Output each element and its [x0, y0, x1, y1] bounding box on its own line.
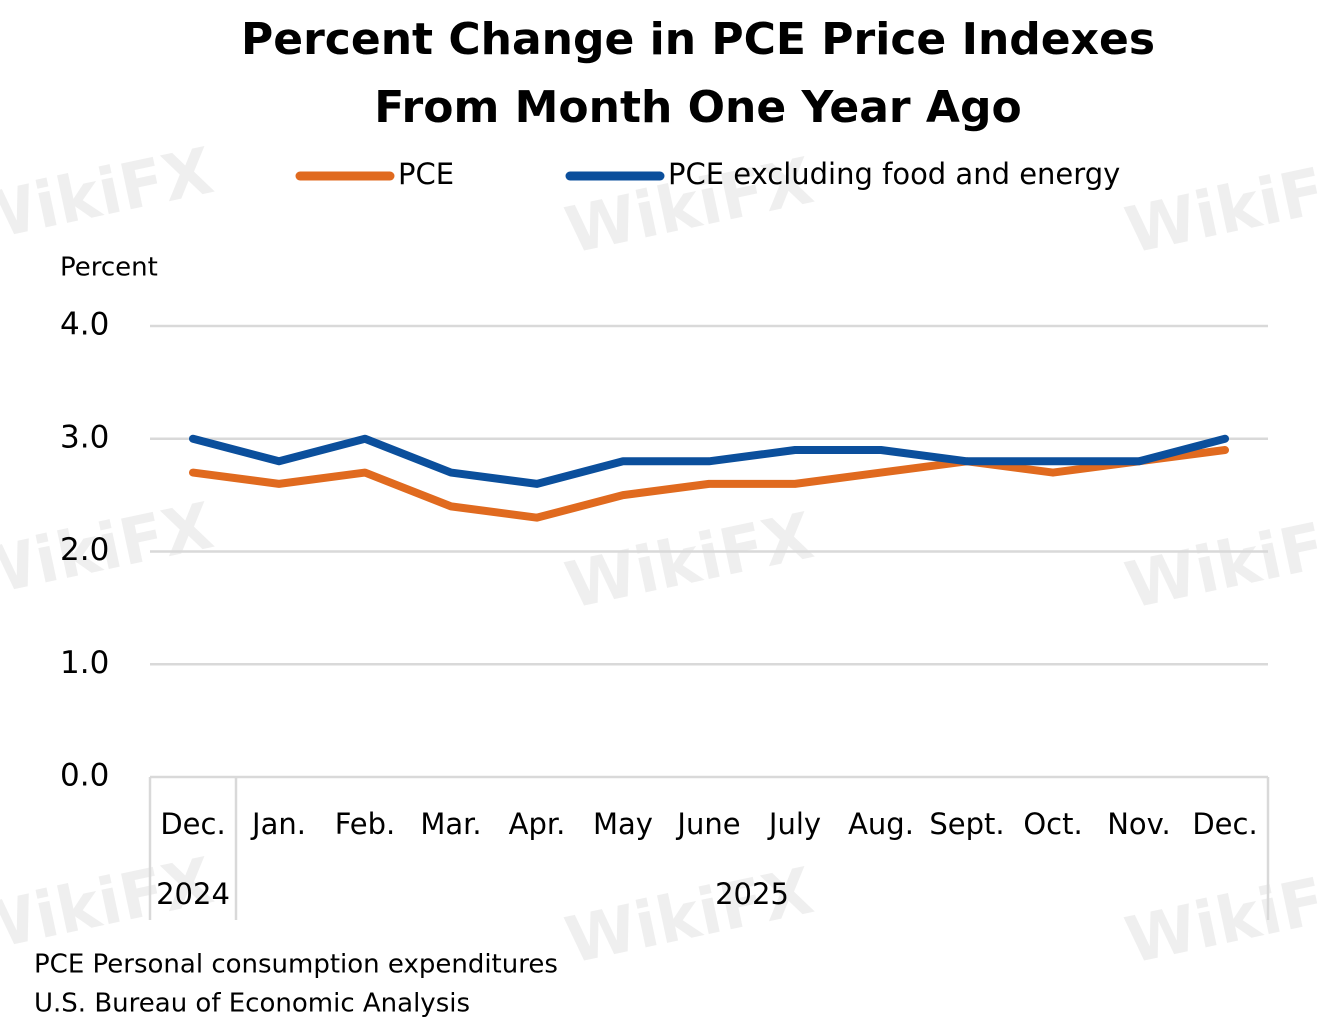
y-tick-label: 0.0: [60, 758, 109, 794]
x-tick-label: Sept.: [929, 807, 1004, 841]
legend-label: PCE: [398, 157, 454, 191]
y-tick-label: 1.0: [60, 645, 109, 681]
x-group-label: 2025: [715, 877, 789, 911]
x-tick-label: Dec.: [1192, 807, 1257, 841]
legend-label: PCE excluding food and energy: [668, 157, 1120, 191]
y-axis-label: Percent: [60, 253, 158, 283]
x-tick-label: Jan.: [250, 807, 306, 841]
x-tick-label: Aug.: [848, 807, 914, 841]
watermark: WikiFX: [1119, 144, 1320, 268]
x-tick-label: Apr.: [509, 807, 566, 841]
chart-title: Percent Change in PCE Price Indexes: [241, 14, 1155, 65]
y-tick-label: 3.0: [60, 419, 109, 455]
watermark: WikiFX: [0, 134, 219, 258]
watermark: WikiFX: [1119, 499, 1320, 623]
y-tick-label: 2.0: [60, 532, 109, 568]
x-tick-label: Oct.: [1023, 807, 1082, 841]
watermark: WikiFX: [559, 499, 819, 623]
x-tick-label: Feb.: [335, 807, 396, 841]
y-tick-label: 4.0: [60, 307, 109, 343]
x-tick-label: Mar.: [420, 807, 481, 841]
watermark: WikiFX: [1119, 854, 1320, 978]
chart-title: From Month One Year Ago: [374, 82, 1021, 133]
x-tick-label: June: [675, 807, 740, 841]
watermark: WikiFX: [559, 854, 819, 978]
x-tick-label: July: [767, 807, 821, 841]
series-line: [189, 434, 1229, 488]
x-tick-label: May: [593, 807, 653, 841]
series-line: [189, 446, 1229, 522]
footnote: U.S. Bureau of Economic Analysis: [34, 989, 470, 1019]
x-group-label: 2024: [156, 877, 230, 911]
x-tick-label: Nov.: [1107, 807, 1171, 841]
footnote: PCE Personal consumption expenditures: [34, 950, 558, 980]
x-tick-label: Dec.: [160, 807, 225, 841]
